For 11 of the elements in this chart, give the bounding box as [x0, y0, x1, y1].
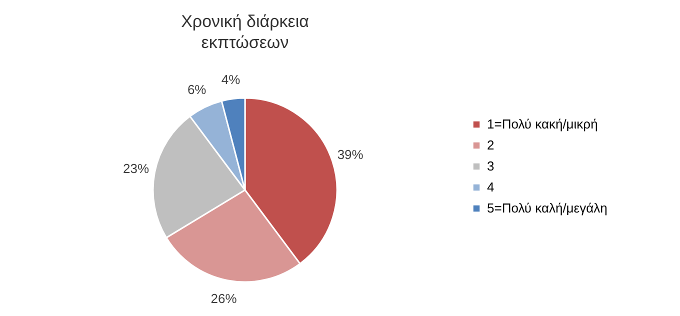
legend-label: 5=Πολύ καλή/μεγάλη — [487, 200, 608, 216]
data-label: 26% — [210, 290, 238, 306]
data-label: 23% — [123, 160, 150, 176]
legend-label: 4 — [487, 180, 494, 194]
legend-label: 1=Πολύ κακή/μικρή — [487, 116, 598, 132]
data-label: 4% — [221, 72, 241, 87]
legend-label: 2 — [487, 138, 494, 152]
data-label: 39% — [337, 147, 364, 162]
data-label: 6% — [187, 82, 207, 97]
legend-label: 3 — [487, 158, 494, 174]
chart-title: Χρονική διάρκεια εκπτώσεων — [181, 12, 310, 52]
